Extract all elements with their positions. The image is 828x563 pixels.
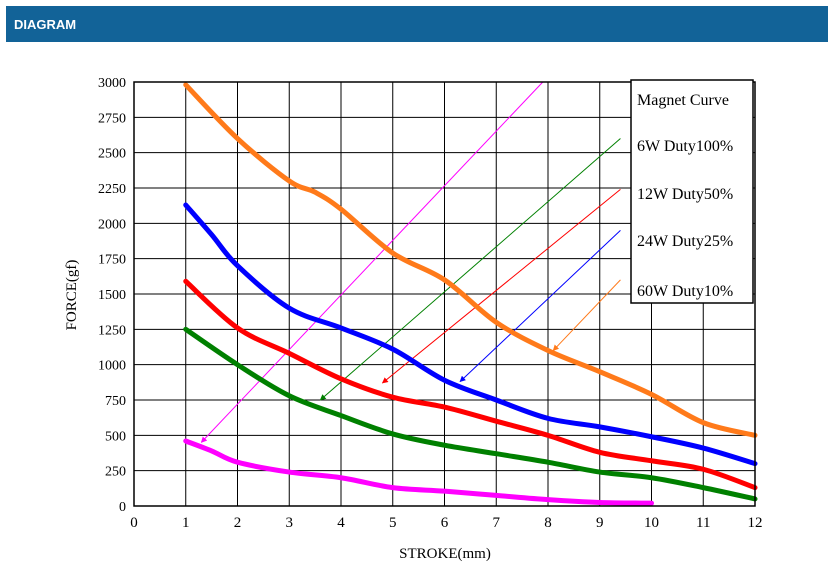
legend-arrow (381, 189, 621, 384)
y-tick-label: 2500 (98, 147, 126, 162)
x-axis-label: STROKE(mm) (399, 546, 491, 562)
legend-arrows (200, 81, 621, 443)
x-tick-label: 8 (544, 515, 552, 531)
legend: Magnet Curve 6W Duty100% 12W Duty50% 24W Du… (630, 79, 754, 304)
series-line (183, 326, 758, 502)
y-tick-label: 3000 (98, 76, 126, 91)
y-tick-label: 0 (119, 500, 126, 515)
legend-arrow (552, 279, 621, 351)
legend-entry: 60W Duty10% (637, 283, 733, 300)
y-axis-label: FORCE(gf) (64, 260, 80, 331)
x-tick-label: 4 (337, 515, 345, 531)
legend-box (630, 79, 754, 304)
series-line (183, 82, 758, 438)
series-line (183, 438, 654, 506)
series-line (183, 278, 758, 491)
legend-entry: 12W Duty50% (637, 186, 733, 203)
y-tick-label: 2000 (98, 217, 126, 232)
legend-arrow (319, 138, 621, 401)
x-tick-label: 1 (182, 515, 190, 531)
x-tick-label: 3 (286, 515, 294, 531)
section-title: DIAGRAM (14, 17, 77, 32)
legend-arrow (459, 230, 621, 383)
x-tick-label: 11 (696, 515, 710, 531)
legend-entry: 6W Duty100% (637, 138, 733, 155)
y-tick-label: 1500 (98, 288, 126, 303)
legend-title: Magnet Curve (637, 92, 729, 109)
y-tick-label: 1250 (98, 323, 126, 338)
series-line (183, 202, 758, 467)
x-tick-label: 10 (644, 515, 659, 531)
y-tick-label: 2250 (98, 182, 126, 197)
x-tick-label: 0 (130, 515, 138, 531)
y-tick-label: 1750 (98, 253, 126, 268)
x-tick-label: 6 (441, 515, 449, 531)
x-tick-label: 9 (596, 515, 604, 531)
y-tick-label: 750 (105, 394, 126, 409)
y-tick-label: 2750 (98, 111, 126, 126)
y-tick-label: 1000 (98, 359, 126, 374)
section-header: DIAGRAM (6, 6, 828, 42)
axes: 0 1 2 3 4 5 6 7 8 9 10 11 12025050075010001250150017… (98, 76, 763, 531)
x-tick-label: 7 (493, 515, 501, 531)
x-tick-label: 12 (748, 515, 763, 531)
legend-entry: 24W Duty25% (637, 233, 733, 250)
y-tick-label: 500 (105, 429, 126, 444)
plot-frame (133, 81, 756, 507)
legend-arrow (200, 81, 544, 443)
x-tick-label: 5 (389, 515, 397, 531)
y-tick-label: 250 (105, 465, 126, 480)
series-lines (183, 82, 758, 506)
x-tick-label: 2 (234, 515, 242, 531)
